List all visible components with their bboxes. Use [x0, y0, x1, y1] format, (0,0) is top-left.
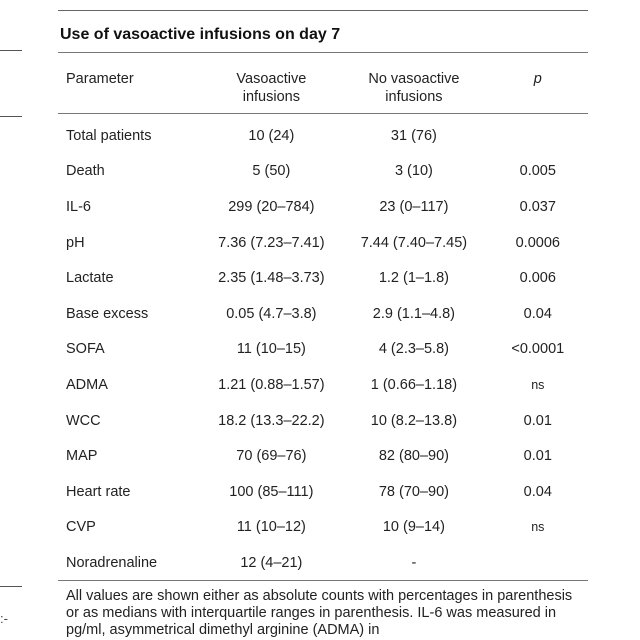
cell-no-vasoactive: 82 (80–90): [378, 448, 449, 465]
cell-p-value: 0.005: [519, 163, 556, 180]
header-rule: [58, 113, 588, 114]
cell-p-value: [488, 118, 588, 154]
cell-no-vasoactive: 1 (0.66–1.18): [370, 376, 458, 393]
data-table: Parameter Vasoactive infusions No vasoac…: [58, 64, 588, 581]
cell-no-vasoactive: 78 (70–90): [378, 483, 449, 500]
left-column-rule: [0, 116, 22, 117]
cell-vasoactive: 299 (20–784): [228, 198, 315, 215]
cell-parameter: Heart rate: [66, 483, 131, 500]
cell-no-vasoactive: 31 (76): [390, 127, 437, 144]
cell-no-vasoactive: 1.2 (1–1.8): [378, 270, 449, 287]
cell-vasoactive: 10 (24): [248, 127, 295, 144]
top-rule: [58, 10, 588, 11]
title-rule: [58, 52, 588, 53]
cell-no-vasoactive: 10 (9–14): [382, 519, 445, 536]
table-row: Lactate 2.35 (1.48–3.73) 1.2 (1–1.8) 0.0…: [58, 260, 588, 296]
header-vasoactive: Vasoactive infusions: [202, 64, 340, 118]
cell-no-vasoactive: 7.44 (7.40–7.45): [360, 234, 468, 251]
cell-p-value: [488, 545, 588, 581]
cell-p-value: ns: [531, 377, 545, 392]
cell-p-value: 0.04: [523, 305, 552, 322]
cell-no-vasoactive: 10 (8.2–13.8): [370, 412, 458, 429]
header-no-vasoactive-line1: No vasoactive: [368, 71, 460, 87]
cell-parameter: pH: [66, 234, 85, 251]
cell-p-value: <0.0001: [511, 341, 565, 358]
cell-vasoactive: 11 (10–15): [236, 341, 306, 358]
cell-p-value: 0.037: [519, 198, 556, 215]
left-column-rule: [0, 50, 22, 51]
cell-vasoactive: 2.35 (1.48–3.73): [218, 270, 325, 287]
table-row: MAP 70 (69–76) 82 (80–90) 0.01: [58, 438, 588, 474]
cell-no-vasoactive: 23 (0–117): [379, 198, 449, 215]
cell-parameter: Lactate: [66, 270, 114, 287]
table-row: Noradrenaline 12 (4–21) -: [58, 545, 588, 581]
cell-vasoactive: 1.21 (0.88–1.57): [218, 376, 325, 393]
cell-parameter: SOFA: [66, 341, 105, 358]
table-bottom-rule: [58, 580, 588, 581]
cell-vasoactive: 18.2 (13.3–22.2): [218, 412, 325, 429]
cell-parameter: Noradrenaline: [66, 554, 158, 571]
table-row: WCC 18.2 (13.3–22.2) 10 (8.2–13.8) 0.01: [58, 403, 588, 439]
cell-vasoactive: 11 (10–12): [236, 519, 306, 536]
table-header-row: Parameter Vasoactive infusions No vasoac…: [58, 64, 588, 118]
cell-p-value: 0.0006: [515, 234, 560, 251]
cell-parameter: Base excess: [66, 305, 149, 322]
table-row: pH 7.36 (7.23–7.41) 7.44 (7.40–7.45) 0.0…: [58, 225, 588, 261]
table-row: SOFA 11 (10–15) 4 (2.3–5.8) <0.0001: [58, 332, 588, 368]
cell-parameter: Total patients: [66, 127, 152, 144]
cell-parameter: ADMA: [66, 376, 108, 393]
cell-vasoactive: 12 (4–21): [240, 554, 303, 571]
cell-p-value: 0.01: [523, 448, 552, 465]
cell-vasoactive: 5 (50): [252, 163, 291, 180]
table-footnote: All values are shown either as absolute …: [66, 588, 573, 638]
table-row: Total patients 10 (24) 31 (76): [58, 118, 588, 154]
cell-no-vasoactive: 4 (2.3–5.8): [378, 341, 449, 358]
cell-vasoactive: 0.05 (4.7–3.8): [226, 305, 317, 322]
cell-parameter: Death: [66, 163, 105, 180]
cell-p-value: ns: [531, 520, 545, 535]
header-no-vasoactive-line2: infusions: [385, 89, 443, 105]
table-row: ADMA 1.21 (0.88–1.57) 1 (0.66–1.18) ns: [58, 367, 588, 403]
table-title: Use of vasoactive infusions on day 7: [60, 26, 341, 43]
header-p-value: p: [533, 71, 542, 87]
table-row: Heart rate 100 (85–111) 78 (70–90) 0.04: [58, 474, 588, 510]
cell-no-vasoactive: -: [411, 554, 417, 571]
cell-p-value: 0.04: [523, 483, 552, 500]
table-row: Death 5 (50) 3 (10) 0.005: [58, 154, 588, 190]
header-parameter: Parameter: [66, 71, 134, 87]
cell-p-value: 0.01: [523, 412, 552, 429]
cell-vasoactive: 100 (85–111): [229, 483, 314, 500]
cell-parameter: IL-6: [66, 198, 91, 215]
cell-no-vasoactive: 3 (10): [394, 163, 433, 180]
cell-parameter: MAP: [66, 448, 98, 465]
header-no-vasoactive: No vasoactive infusions: [340, 64, 487, 118]
cell-vasoactive: 70 (69–76): [236, 448, 307, 465]
left-column-rule: [0, 586, 22, 587]
cell-p-value: 0.006: [519, 270, 556, 287]
header-vasoactive-line2: infusions: [242, 89, 300, 105]
cell-vasoactive: 7.36 (7.23–7.41): [218, 234, 325, 251]
header-vasoactive-line1: Vasoactive: [236, 71, 307, 87]
cell-parameter: CVP: [66, 519, 96, 536]
cell-no-vasoactive: 2.9 (1.1–4.8): [372, 305, 456, 322]
table-row: CVP 11 (10–12) 10 (9–14) ns: [58, 510, 588, 546]
table-row: Base excess 0.05 (4.7–3.8) 2.9 (1.1–4.8)…: [58, 296, 588, 332]
cell-parameter: WCC: [66, 412, 101, 429]
table-row: IL-6 299 (20–784) 23 (0–117) 0.037: [58, 189, 588, 225]
left-column-mark: :-: [0, 611, 8, 626]
